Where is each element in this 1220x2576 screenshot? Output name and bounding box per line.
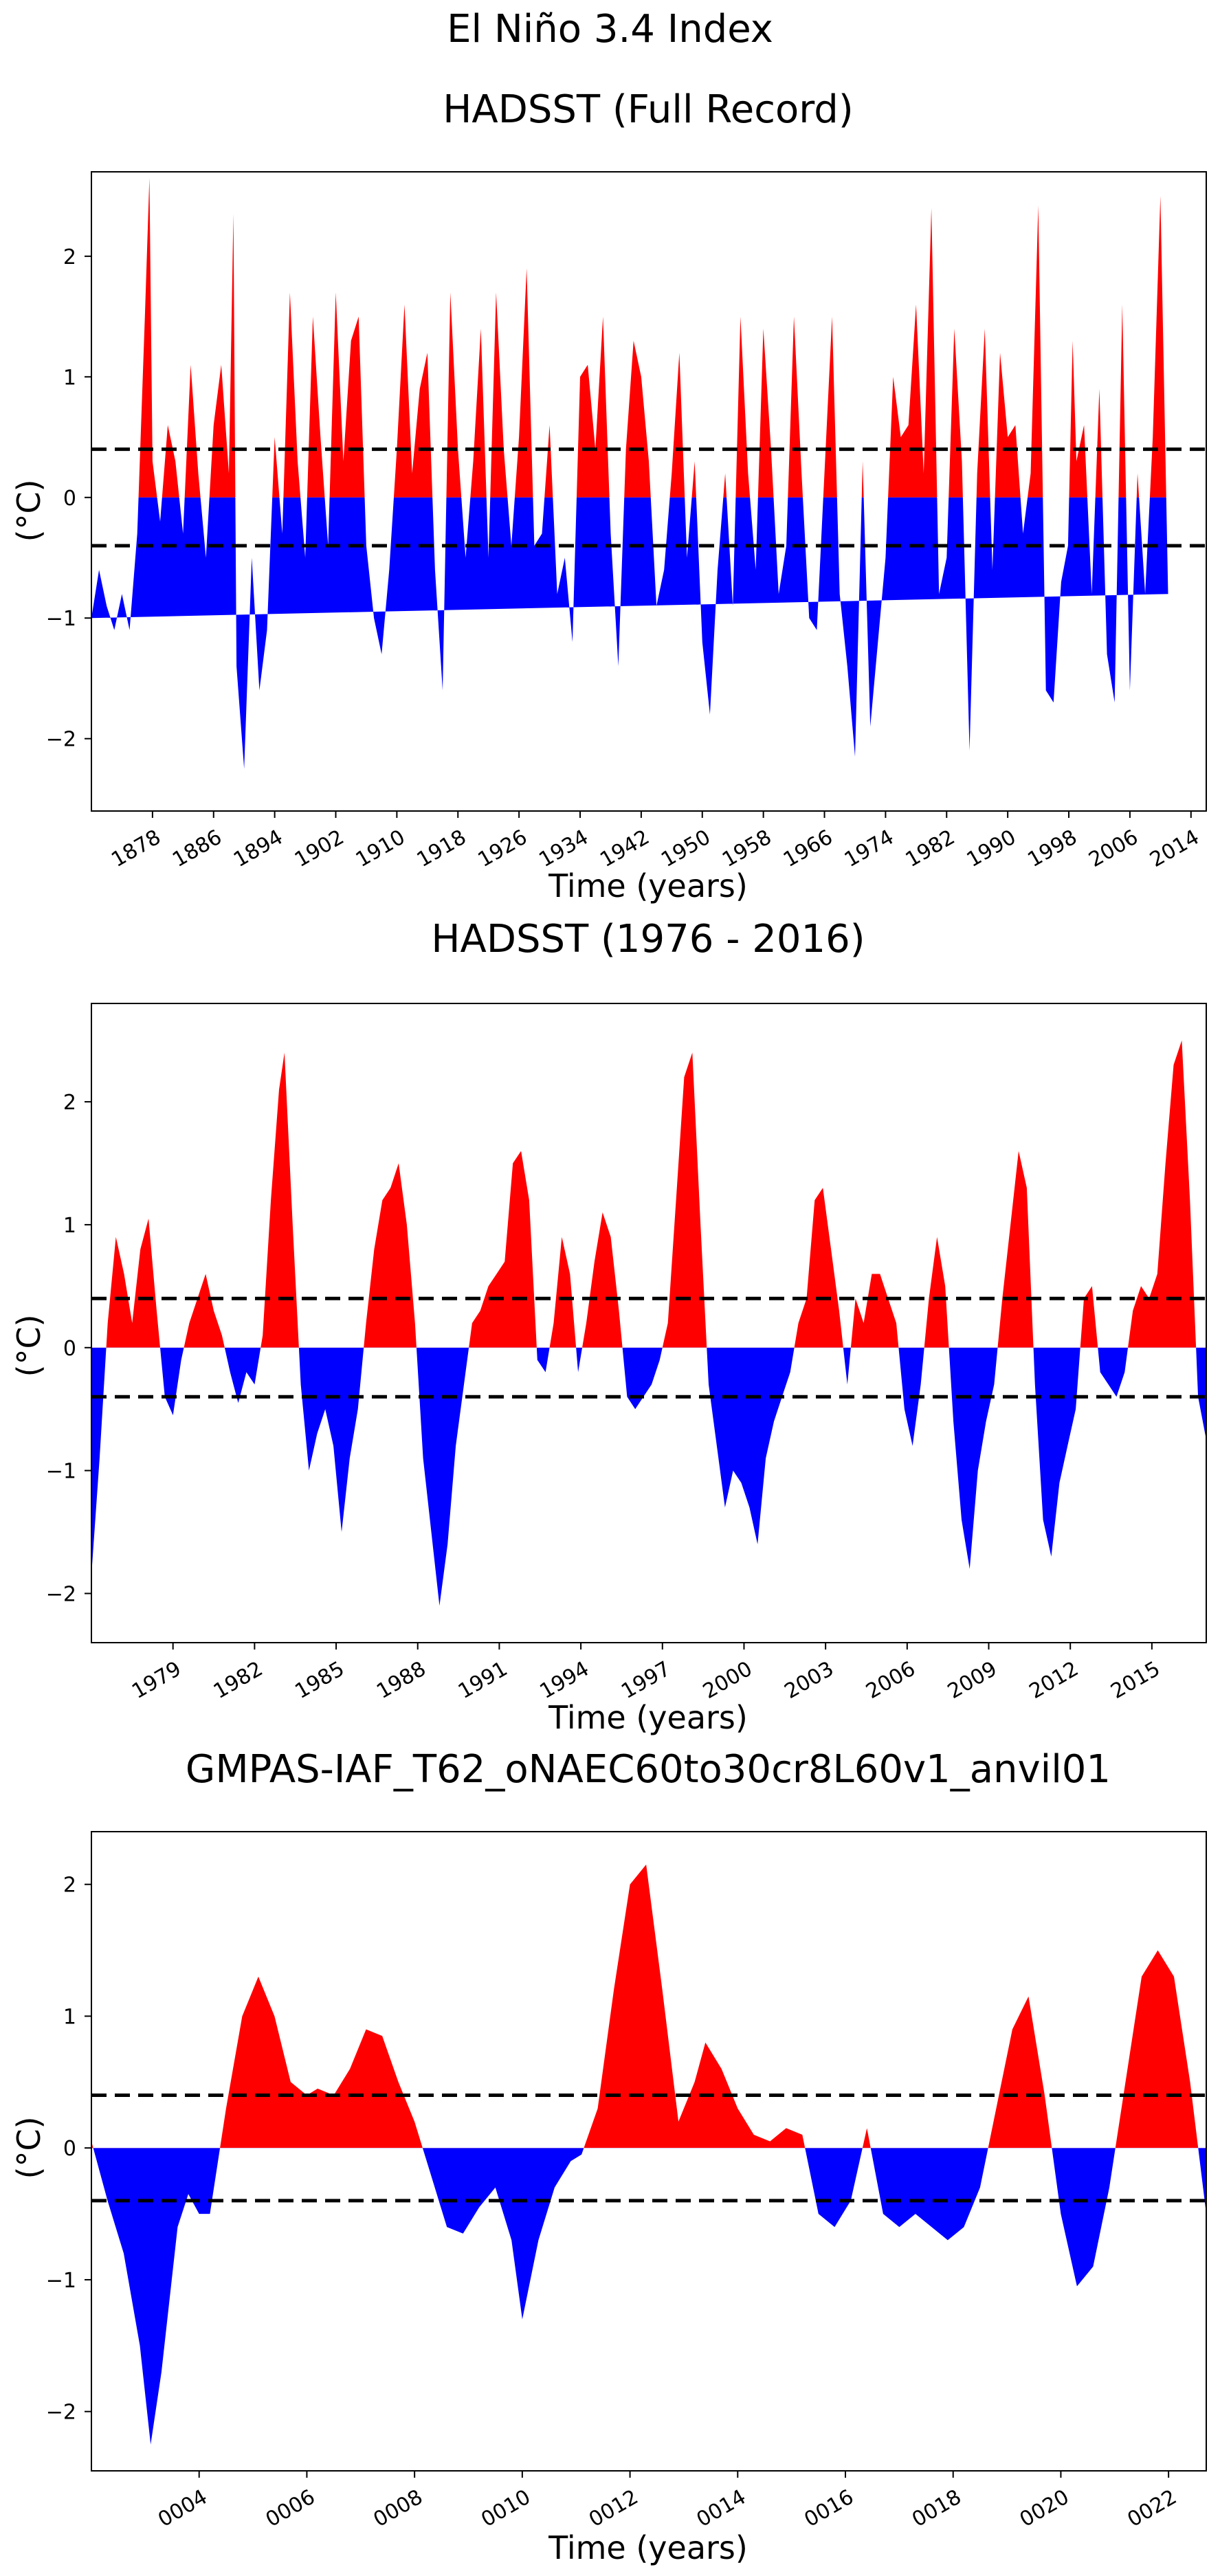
x-tick-label: 0018	[908, 2485, 966, 2532]
y-tick-label: 0	[63, 2137, 76, 2161]
x-tick-label: 0020	[1016, 2485, 1074, 2532]
x-tick-label: 1991	[454, 1657, 512, 1704]
x-tick-label: 0010	[477, 2485, 535, 2532]
plot-frame	[91, 171, 1207, 812]
plot-area: −2 −1 0 1 2 0004 0006 0008 0010 0012 0014 0016 0018 0…	[46, 1831, 1207, 2532]
x-tick-label: 0016	[800, 2485, 858, 2532]
y-tick-label: 1	[63, 2005, 76, 2029]
x-tick-label: 1994	[535, 1657, 593, 1704]
x-tick-label: 2006	[1085, 825, 1142, 872]
negative-anomaly-fill	[91, 1347, 1206, 1606]
y-tick-label: −1	[46, 1460, 76, 1484]
x-tick-label: 0008	[369, 2485, 427, 2532]
x-tick-label: 0012	[585, 2485, 643, 2532]
x-tick-label: 2012	[1025, 1657, 1083, 1704]
series-fills	[91, 177, 1168, 769]
panel-model-run: GMPAS-IAF_T62_oNAEC60to30cr8L60v1_anvil0…	[10, 1747, 1207, 2566]
y-tick-label: 2	[63, 1874, 76, 1898]
y-tick-label: −1	[46, 607, 76, 631]
x-tick-label: 2006	[862, 1657, 920, 1704]
negative-anomaly-fill	[93, 2148, 1206, 2445]
x-tick-label: 1942	[596, 825, 654, 872]
x-tick-label: 1985	[291, 1657, 348, 1704]
x-axis-label: Time (years)	[548, 2529, 748, 2566]
x-tick-label: 1974	[841, 825, 898, 872]
y-tick-label: −1	[46, 2269, 76, 2293]
y-tick-label: 2	[63, 245, 76, 269]
y-tick-label: −2	[46, 2401, 76, 2425]
panel-full-record: HADSST (Full Record) Time (years) (°C) −…	[10, 87, 1207, 904]
series-fills	[91, 1864, 1206, 2445]
x-tick-label: 0004	[154, 2485, 212, 2532]
x-tick-label: 2014	[1146, 825, 1204, 872]
x-tick-label: 1926	[474, 825, 531, 872]
x-tick-label: 1982	[902, 825, 960, 872]
y-tick-label: 0	[63, 487, 76, 511]
chart-title: HADSST (1976 - 2016)	[431, 917, 865, 962]
positive-anomaly-fill	[91, 1864, 1206, 2148]
x-tick-label: 1997	[617, 1657, 675, 1704]
x-tick-label: 1910	[352, 825, 410, 872]
y-tick-label: 2	[63, 1091, 76, 1115]
x-tick-label: 0022	[1123, 2485, 1181, 2532]
x-tick-label: 1902	[291, 825, 348, 872]
x-tick-label: 2000	[699, 1657, 757, 1704]
x-tick-label: 1990	[963, 825, 1021, 872]
x-tick-label: 2009	[944, 1657, 1001, 1704]
x-axis-label: Time (years)	[548, 867, 748, 904]
x-tick-label: 1886	[168, 825, 226, 872]
y-tick-label: −2	[46, 1582, 76, 1606]
y-tick-label: 1	[63, 1214, 76, 1238]
x-tick-label: 2003	[780, 1657, 838, 1704]
plot-area: −2 −1 0 1 2 1979 1982 1985 1988 1991 1994 1997 2000 2…	[46, 1003, 1207, 1704]
x-tick-label: 1998	[1023, 825, 1081, 872]
x-tick-label: 1934	[535, 825, 592, 872]
plot-frame	[91, 1831, 1207, 2472]
series-fills	[91, 1040, 1206, 1606]
chart-title: HADSST (Full Record)	[443, 87, 853, 132]
x-tick-label: 2015	[1107, 1657, 1164, 1704]
x-tick-label: 1988	[373, 1657, 430, 1704]
negative-anomaly-fill	[91, 497, 1168, 769]
positive-anomaly-fill	[138, 177, 1166, 498]
chart-title: GMPAS-IAF_T62_oNAEC60to30cr8L60v1_anvil0…	[186, 1747, 1111, 1792]
x-tick-label: 0006	[262, 2485, 320, 2532]
x-tick-label: 1878	[107, 825, 165, 872]
y-axis-label: (°C)	[10, 2116, 47, 2179]
x-tick-label: 1982	[210, 1657, 267, 1704]
y-tick-label: 1	[63, 366, 76, 390]
x-tick-label: 1894	[230, 825, 287, 872]
panel-1976-2016: HADSST (1976 - 2016) Time (years) (°C) −…	[10, 917, 1207, 1736]
positive-anomaly-fill	[106, 1040, 1197, 1348]
y-axis-label: (°C)	[10, 1314, 47, 1377]
x-axis-label: Time (years)	[548, 1699, 748, 1736]
y-tick-label: 0	[63, 1337, 76, 1361]
page-title: El Niño 3.4 Index	[447, 7, 773, 52]
x-tick-label: 0014	[693, 2485, 751, 2532]
plot-frame	[91, 1003, 1207, 1643]
x-tick-label: 1958	[718, 825, 776, 872]
x-tick-label: 1918	[413, 825, 471, 872]
x-tick-label: 1966	[779, 825, 837, 872]
x-tick-label: 1950	[657, 825, 715, 872]
y-tick-label: −2	[46, 728, 76, 752]
x-tick-label: 1979	[128, 1657, 186, 1704]
y-axis-label: (°C)	[10, 479, 47, 542]
